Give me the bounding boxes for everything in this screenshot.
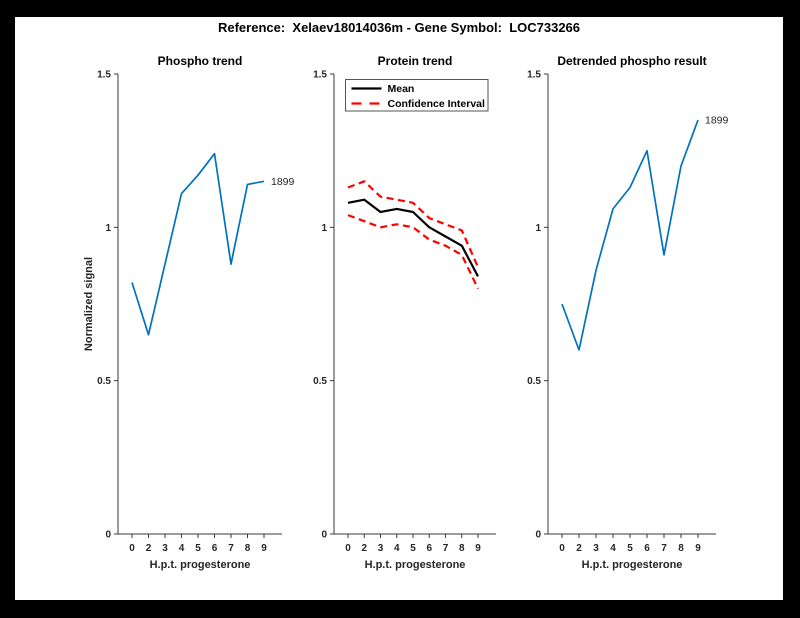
x-tick-label: 6 <box>426 543 432 554</box>
y-tick-label: 1.5 <box>313 70 327 81</box>
x-tick-label: 5 <box>627 543 633 554</box>
x-tick-label: 4 <box>394 543 400 554</box>
y-tick-label: 1 <box>105 223 111 234</box>
x-tick-label: 3 <box>162 543 168 554</box>
x-tick-label: 3 <box>378 543 384 554</box>
y-tick-label: 0.5 <box>97 376 111 387</box>
x-axis-label: H.p.t. progesterone <box>582 559 683 571</box>
x-axis-label: H.p.t. progesterone <box>150 559 251 571</box>
legend: Mean Confidence Interval <box>345 79 489 112</box>
x-tick-label: 9 <box>695 543 701 554</box>
y-tick-label: 0.5 <box>313 376 327 387</box>
x-axis-label: H.p.t. progesterone <box>365 559 466 571</box>
series-line-2 <box>347 180 480 268</box>
x-tick-label: 2 <box>361 543 367 554</box>
x-tick-label: 8 <box>245 543 251 554</box>
series-line-1 <box>561 119 699 351</box>
x-tick-label: 9 <box>261 543 267 554</box>
subplot-title: Protein trend <box>378 54 453 68</box>
x-tick-label: 3 <box>593 543 599 554</box>
y-axis-label: Normalized signal <box>83 257 95 351</box>
y-tick-label: 0 <box>105 530 111 541</box>
series-end-label: 1899 <box>271 176 295 188</box>
legend-item-label: Confidence Interval <box>388 98 486 110</box>
series-end-label: 1899 <box>705 115 729 127</box>
x-tick-label: 5 <box>195 543 201 554</box>
y-tick-label: 0.5 <box>527 376 541 387</box>
subplot-title: Detrended phospho result <box>557 54 706 68</box>
x-tick-label: 5 <box>410 543 416 554</box>
x-tick-label: 2 <box>576 543 582 554</box>
x-tick-label: 6 <box>212 543 218 554</box>
series-line-1 <box>347 198 479 277</box>
x-tick-label: 7 <box>443 543 449 554</box>
subplot-title: Phospho trend <box>158 54 243 68</box>
legend-box <box>345 79 489 112</box>
x-tick-label: 0 <box>129 543 135 554</box>
x-tick-label: 7 <box>661 543 667 554</box>
y-tick-label: 1 <box>321 223 327 234</box>
y-tick-label: 1.5 <box>97 70 111 81</box>
x-tick-label: 0 <box>345 543 351 554</box>
figure-title: Reference: Xelaev18014036m - Gene Symbol… <box>217 20 581 35</box>
x-tick-label: 8 <box>459 543 465 554</box>
x-tick-label: 4 <box>610 543 616 554</box>
x-tick-label: 6 <box>644 543 650 554</box>
figure-canvas <box>15 17 783 600</box>
x-tick-label: 0 <box>559 543 565 554</box>
y-tick-label: 1 <box>535 223 541 234</box>
x-tick-label: 8 <box>678 543 684 554</box>
series-line-1 <box>131 152 265 336</box>
x-tick-label: 9 <box>475 543 481 554</box>
x-tick-label: 2 <box>146 543 152 554</box>
legend-item-label: Mean <box>388 83 415 95</box>
y-tick-label: 0 <box>321 530 327 541</box>
series-line-3 <box>347 214 479 290</box>
y-tick-label: 1.5 <box>527 70 541 81</box>
y-tick-label: 0 <box>535 530 541 541</box>
x-tick-label: 4 <box>179 543 185 554</box>
x-tick-label: 7 <box>228 543 234 554</box>
